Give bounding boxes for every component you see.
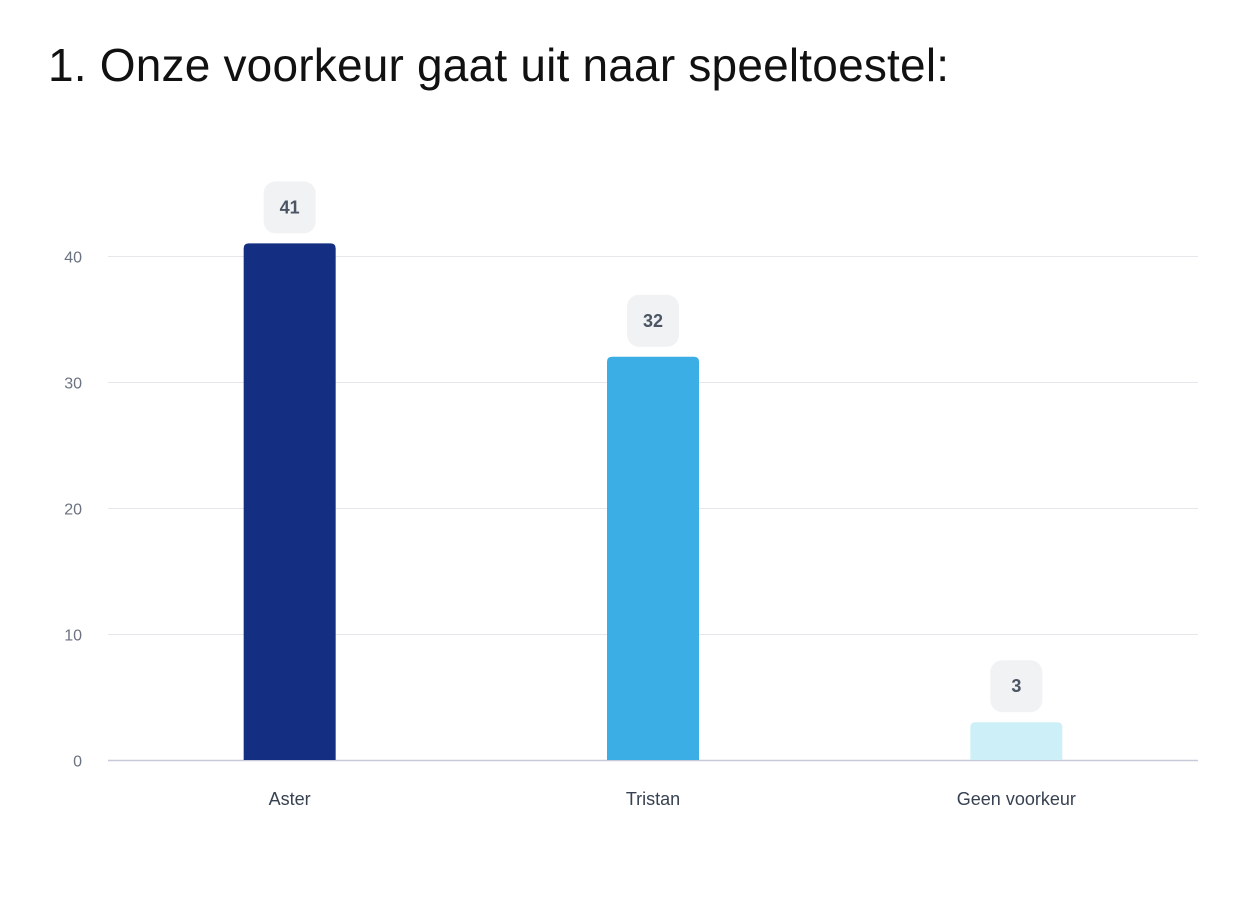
bar bbox=[970, 722, 1063, 760]
bar bbox=[243, 243, 336, 760]
y-tick-label: 0 bbox=[73, 754, 82, 771]
data-labels: 41 32 3 bbox=[263, 181, 1043, 713]
data-label: 41 bbox=[280, 197, 300, 217]
data-label: 32 bbox=[643, 311, 663, 331]
x-tick-label: Geen voorkeur bbox=[957, 789, 1076, 809]
y-axis-ticks: 0 10 20 30 40 bbox=[64, 250, 82, 771]
data-label-badge bbox=[627, 294, 679, 347]
y-tick-label: 10 bbox=[64, 628, 82, 645]
chart-title: 1. Onze voorkeur gaat uit naar speeltoes… bbox=[48, 39, 950, 91]
bars bbox=[243, 243, 1063, 760]
x-axis-ticks: Aster Tristan Geen voorkeur bbox=[269, 789, 1076, 809]
y-tick-label: 20 bbox=[64, 502, 82, 519]
data-label-badge bbox=[990, 660, 1043, 713]
bar bbox=[607, 356, 699, 760]
x-tick-label: Tristan bbox=[626, 789, 680, 809]
y-tick-label: 40 bbox=[64, 250, 82, 267]
x-tick-label: Aster bbox=[269, 789, 311, 809]
data-label: 3 bbox=[1011, 676, 1021, 696]
y-tick-label: 30 bbox=[64, 376, 82, 393]
data-label-badge bbox=[263, 181, 316, 234]
